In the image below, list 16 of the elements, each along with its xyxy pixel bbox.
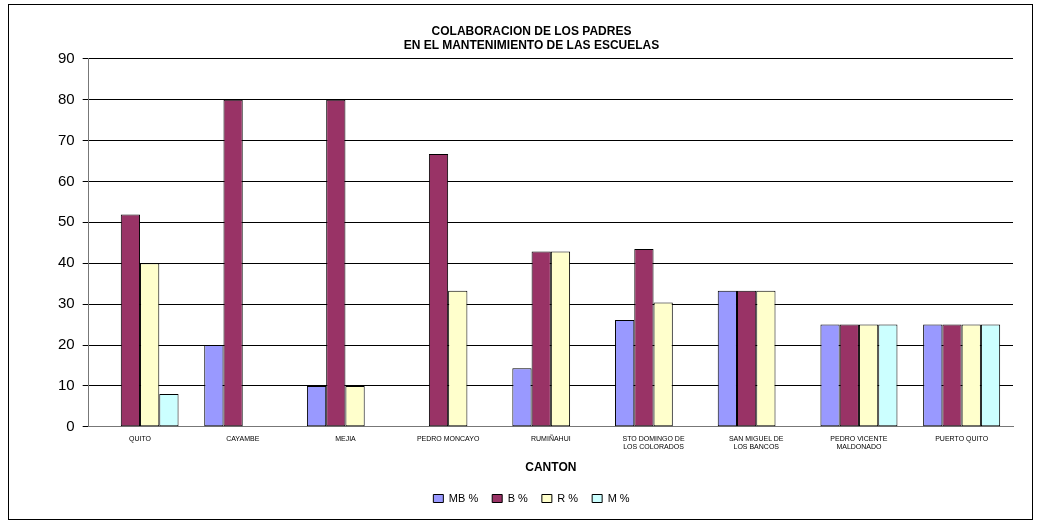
y-tick-label: 10 [58, 376, 75, 394]
x-axis-title: CANTON [525, 460, 577, 475]
y-tick-label: 30 [58, 294, 75, 312]
y-tick-label: 40 [58, 253, 75, 271]
legend-label: B % [507, 491, 529, 504]
y-tick-label: 50 [58, 212, 75, 230]
legend-label: MB % [448, 491, 479, 504]
y-tick-label: 90 [58, 48, 75, 66]
y-tick-label: 80 [58, 89, 75, 107]
y-tick-label: 70 [58, 130, 75, 148]
legend-label: M % [607, 491, 630, 504]
y-tick-label: 0 [66, 416, 75, 434]
y-tick-label: 20 [58, 335, 75, 353]
y-tick-label: 60 [58, 171, 75, 189]
legend-label: R % [557, 491, 579, 504]
chart-title: COLABORACION DE LOS PADRES EN EL MANTENIMIENTO DE LAS ESCUELAS [403, 23, 660, 52]
